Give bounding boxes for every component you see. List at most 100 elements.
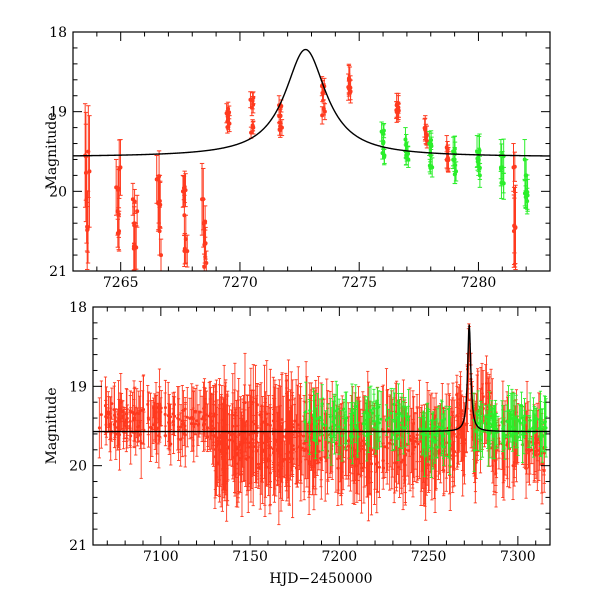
data-marker: [242, 421, 246, 425]
data-marker: [291, 447, 295, 451]
data-point: [105, 407, 109, 428]
data-marker: [138, 433, 142, 437]
data-marker: [280, 426, 284, 430]
data-marker: [157, 174, 162, 179]
data-point: [217, 404, 221, 496]
data-marker: [304, 447, 308, 451]
data-point: [257, 442, 261, 487]
data-marker: [404, 141, 409, 146]
data-marker: [135, 209, 140, 214]
data-point: [132, 188, 137, 214]
data-marker: [403, 137, 408, 142]
data-point: [182, 421, 186, 446]
data-point: [280, 373, 284, 483]
data-marker: [530, 448, 534, 452]
data-marker: [404, 155, 409, 160]
data-point: [169, 422, 173, 466]
data-marker: [230, 433, 234, 437]
data-point: [381, 446, 385, 490]
data-point: [153, 395, 157, 450]
data-point: [452, 164, 457, 184]
data-marker: [171, 420, 175, 424]
data-point: [151, 405, 155, 445]
data-point: [452, 416, 457, 487]
data-point: [251, 91, 256, 105]
data-point: [242, 402, 246, 444]
data-point: [163, 425, 168, 447]
data-marker: [368, 457, 372, 461]
data-point: [191, 407, 195, 441]
data-point: [524, 187, 530, 215]
data-marker: [499, 180, 504, 185]
data-marker: [204, 261, 209, 266]
data-marker: [99, 413, 103, 417]
data-point: [419, 407, 423, 506]
data-marker: [112, 408, 116, 412]
data-marker: [321, 106, 326, 111]
data-marker: [222, 409, 226, 413]
data-point: [83, 123, 89, 223]
data-marker: [163, 406, 167, 410]
data-marker: [257, 462, 261, 466]
x-tick-label: 7275: [341, 275, 377, 291]
data-marker: [251, 400, 255, 404]
data-point: [261, 396, 265, 505]
data-marker: [151, 423, 155, 427]
data-marker: [295, 434, 299, 438]
data-point: [403, 397, 407, 417]
data-marker: [306, 449, 310, 453]
data-marker: [428, 152, 433, 157]
data-point: [167, 394, 171, 455]
data-point: [288, 389, 293, 481]
data-marker: [302, 434, 306, 438]
data-point: [321, 102, 327, 116]
y-tick-label: 20: [49, 184, 67, 200]
data-point: [424, 133, 430, 149]
data-point: [158, 238, 164, 271]
data-point: [499, 166, 504, 199]
y-tick-label: 18: [49, 25, 67, 41]
data-marker: [464, 423, 468, 427]
data-point: [156, 150, 162, 202]
data-marker: [373, 454, 377, 458]
data-marker: [409, 438, 413, 442]
data-point: [415, 407, 419, 463]
data-marker: [278, 124, 283, 129]
data-marker: [419, 454, 423, 458]
data-point: [211, 394, 215, 465]
data-marker: [201, 197, 206, 202]
data-marker: [293, 419, 297, 423]
data-marker: [155, 427, 159, 431]
data-marker: [269, 446, 273, 450]
data-marker: [141, 408, 145, 412]
data-point: [112, 385, 116, 434]
data-point: [141, 390, 145, 431]
x-tick-label: 7265: [103, 275, 139, 291]
data-point: [202, 223, 207, 267]
data-marker: [198, 410, 202, 414]
data-marker: [157, 229, 162, 234]
data-marker: [404, 426, 408, 430]
data-marker: [317, 449, 321, 453]
data-marker: [153, 421, 157, 425]
data-marker: [188, 417, 192, 421]
data-marker: [169, 415, 173, 419]
data-marker: [265, 465, 269, 469]
data-point: [108, 412, 112, 441]
data-point: [138, 395, 142, 431]
data-marker: [216, 439, 220, 443]
data-point: [198, 389, 202, 435]
data-marker: [114, 419, 118, 423]
top-plot-area: [73, 48, 550, 271]
data-point: [451, 410, 455, 488]
data-point: [269, 407, 273, 488]
bottom-plot-area: [93, 323, 550, 526]
data-marker: [299, 460, 303, 464]
data-point: [263, 402, 267, 518]
data-marker: [250, 420, 254, 424]
data-marker: [264, 428, 268, 432]
data-marker: [412, 421, 416, 425]
data-point: [84, 201, 90, 252]
data-point: [231, 373, 235, 480]
